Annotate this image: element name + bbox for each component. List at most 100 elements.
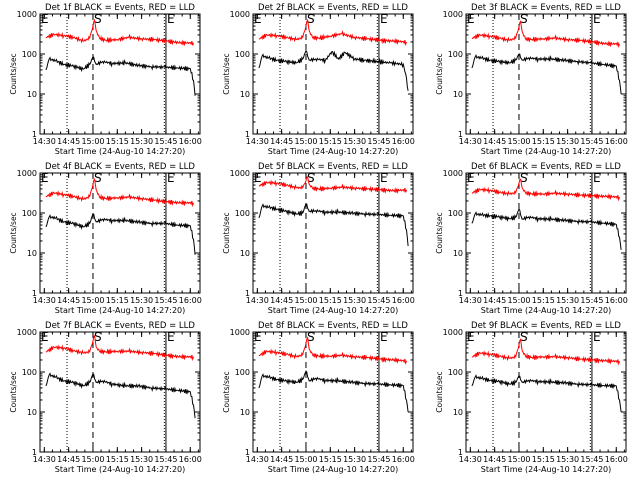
- marker-label: S: [94, 330, 102, 344]
- x-tick-label: 15:15: [532, 296, 555, 305]
- y-tick-label: 1000: [443, 328, 463, 337]
- marker-label: S: [307, 12, 315, 26]
- x-axis-label: Start Time (24-Aug-10 14:27:20): [481, 306, 612, 315]
- y-tick-label: 100: [448, 209, 463, 218]
- x-tick-label: 15:30: [343, 455, 366, 464]
- lld-series-line: [471, 178, 620, 202]
- x-tick-label: 15:00: [507, 137, 530, 146]
- plot-frame: [252, 13, 414, 135]
- x-tick-label: 16:00: [179, 296, 202, 305]
- marker-label: E: [167, 12, 175, 26]
- x-tick-label: 15:15: [106, 296, 129, 305]
- x-tick-label: 14:30: [459, 137, 482, 146]
- x-tick-label: 14:30: [459, 455, 482, 464]
- y-axis-label: Counts/sec: [222, 212, 231, 253]
- x-tick-label: 15:45: [580, 137, 603, 146]
- marker-label: S: [94, 12, 102, 26]
- y-axis-label: Counts/sec: [9, 371, 18, 412]
- x-tick-label: 15:15: [532, 137, 555, 146]
- marker-label: E: [41, 12, 49, 26]
- y-axis-label: Counts/sec: [435, 212, 444, 253]
- x-tick-label: 15:45: [154, 137, 177, 146]
- marker-label: E: [254, 171, 262, 185]
- x-tick-label: 16:00: [605, 137, 628, 146]
- marker-label: E: [467, 171, 475, 185]
- x-tick-label: 14:45: [270, 296, 293, 305]
- x-tick-label: 14:45: [57, 137, 80, 146]
- x-tick-label: 14:30: [246, 137, 269, 146]
- x-tick-label: 15:00: [507, 455, 530, 464]
- x-tick-label: 15:15: [319, 296, 342, 305]
- events-series-line: [45, 372, 196, 419]
- x-tick-label: 16:00: [392, 455, 415, 464]
- x-tick-label: 14:45: [270, 137, 293, 146]
- x-tick-label: 15:00: [81, 296, 104, 305]
- x-axis-label: Start Time (24-Aug-10 14:27:20): [481, 465, 612, 474]
- x-tick-label: 15:30: [556, 455, 579, 464]
- marker-label: E: [467, 330, 475, 344]
- lld-series-line: [258, 336, 407, 366]
- marker-label: E: [593, 12, 601, 26]
- panel-title: Det 1f BLACK = Events, RED = LLD: [45, 3, 195, 13]
- y-tick-label: 100: [22, 368, 37, 377]
- x-tick-label: 15:30: [556, 296, 579, 305]
- panel-title: Det 9f BLACK = Events, RED = LLD: [471, 321, 621, 331]
- marker-label: S: [307, 171, 315, 185]
- x-tick-label: 16:00: [179, 137, 202, 146]
- x-tick-label: 15:45: [154, 296, 177, 305]
- x-tick-label: 15:00: [294, 137, 317, 146]
- panel-title: Det 6f BLACK = Events, RED = LLD: [471, 162, 621, 172]
- panel-det-2: Det 2f BLACK = Events, RED = LLD 1 10 100 10…: [222, 3, 415, 156]
- x-tick-label: 15:45: [367, 455, 390, 464]
- panel-title: Det 4f BLACK = Events, RED = LLD: [45, 162, 195, 172]
- events-series-line: [45, 56, 196, 96]
- plot-frame: [39, 172, 201, 294]
- x-tick-label: 14:30: [33, 137, 56, 146]
- x-tick-label: 15:00: [81, 137, 104, 146]
- panel-title: Det 7f BLACK = Events, RED = LLD: [45, 321, 195, 331]
- x-tick-label: 15:30: [130, 296, 153, 305]
- marker-label: S: [520, 12, 528, 26]
- x-tick-label: 15:15: [319, 455, 342, 464]
- y-axis-label: Counts/sec: [9, 53, 18, 94]
- marker-label: S: [307, 330, 315, 344]
- y-tick-label: 1: [458, 130, 463, 139]
- plot-frame: [465, 331, 627, 453]
- x-tick-label: 15:45: [367, 296, 390, 305]
- x-tick-label: 16:00: [392, 137, 415, 146]
- panel-title: Det 8f BLACK = Events, RED = LLD: [258, 321, 408, 331]
- y-tick-label: 100: [235, 368, 250, 377]
- y-tick-label: 10: [27, 408, 37, 417]
- y-tick-label: 10: [240, 249, 250, 258]
- plot-frame: [252, 331, 414, 453]
- x-tick-label: 16:00: [605, 296, 628, 305]
- marker-label: E: [254, 330, 262, 344]
- panel-det-5: Det 5f BLACK = Events, RED = LLD 1 10 100 10…: [222, 162, 415, 315]
- x-axis-label: Start Time (24-Aug-10 14:27:20): [55, 147, 186, 156]
- x-axis-label: Start Time (24-Aug-10 14:27:20): [268, 306, 399, 315]
- panel-title: Det 3f BLACK = Events, RED = LLD: [471, 3, 621, 13]
- panel-det-3: Det 3f BLACK = Events, RED = LLD 1 10 100 10…: [435, 3, 628, 156]
- events-series-line: [45, 213, 196, 255]
- y-axis-label: Counts/sec: [222, 371, 231, 412]
- x-tick-label: 15:30: [343, 296, 366, 305]
- x-tick-label: 15:30: [130, 455, 153, 464]
- events-series-line: [258, 49, 409, 91]
- y-tick-label: 1000: [230, 328, 250, 337]
- x-tick-label: 15:00: [294, 455, 317, 464]
- events-series-line: [471, 53, 622, 95]
- plot-frame: [465, 13, 627, 135]
- panel-det-4: Det 4f BLACK = Events, RED = LLD 1 10 100 10…: [9, 162, 202, 315]
- x-axis-label: Start Time (24-Aug-10 14:27:20): [268, 465, 399, 474]
- panel-det-7: Det 7f BLACK = Events, RED = LLD 1 10 100 10…: [9, 321, 202, 474]
- y-tick-label: 100: [235, 50, 250, 59]
- x-axis-label: Start Time (24-Aug-10 14:27:20): [268, 147, 399, 156]
- x-axis-label: Start Time (24-Aug-10 14:27:20): [481, 147, 612, 156]
- y-tick-label: 100: [235, 209, 250, 218]
- marker-label: E: [380, 171, 388, 185]
- panel-title: Det 2f BLACK = Events, RED = LLD: [258, 3, 408, 13]
- x-tick-label: 14:45: [57, 296, 80, 305]
- marker-label: E: [380, 330, 388, 344]
- y-tick-label: 1: [245, 130, 250, 139]
- x-tick-label: 14:30: [246, 455, 269, 464]
